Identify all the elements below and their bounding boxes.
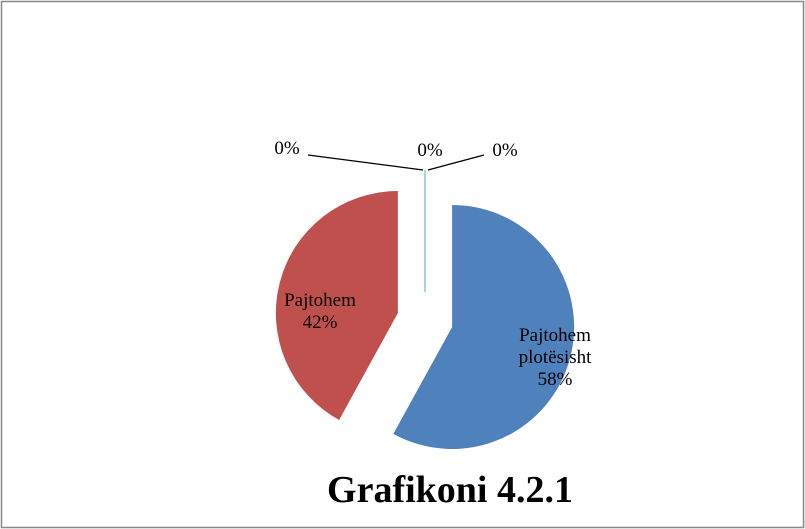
slice-value-label: 0% xyxy=(492,140,518,161)
slice-value-label: 58% xyxy=(537,369,573,390)
chart-title: Grafikoni 4.2.1 xyxy=(327,469,573,511)
slice-value-label: 0% xyxy=(274,138,300,159)
leader-line xyxy=(307,154,424,171)
pie-slice xyxy=(393,204,575,449)
slice-category-label: Pajtohem plotësisht xyxy=(518,325,592,368)
slice-value-label: 0% xyxy=(417,140,443,161)
leader-line xyxy=(427,154,485,171)
pie-slice xyxy=(275,191,398,420)
slice-value-label: 42% xyxy=(302,312,338,333)
slice-category-label: Pajtohem xyxy=(284,290,356,311)
